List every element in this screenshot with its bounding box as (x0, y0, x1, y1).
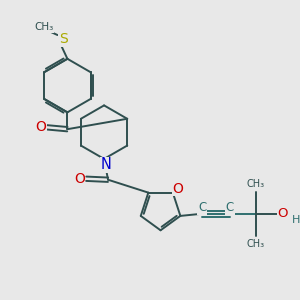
Text: N: N (100, 158, 112, 172)
Text: S: S (59, 32, 68, 46)
Text: H: H (292, 215, 300, 225)
Text: CH₃: CH₃ (247, 239, 265, 249)
Text: O: O (35, 120, 46, 134)
Text: CH₃: CH₃ (34, 22, 53, 32)
Text: O: O (277, 207, 288, 220)
Text: C: C (198, 202, 206, 214)
Text: CH₃: CH₃ (247, 179, 265, 189)
Text: C: C (226, 202, 234, 214)
Text: O: O (172, 182, 183, 196)
Text: O: O (74, 172, 85, 186)
